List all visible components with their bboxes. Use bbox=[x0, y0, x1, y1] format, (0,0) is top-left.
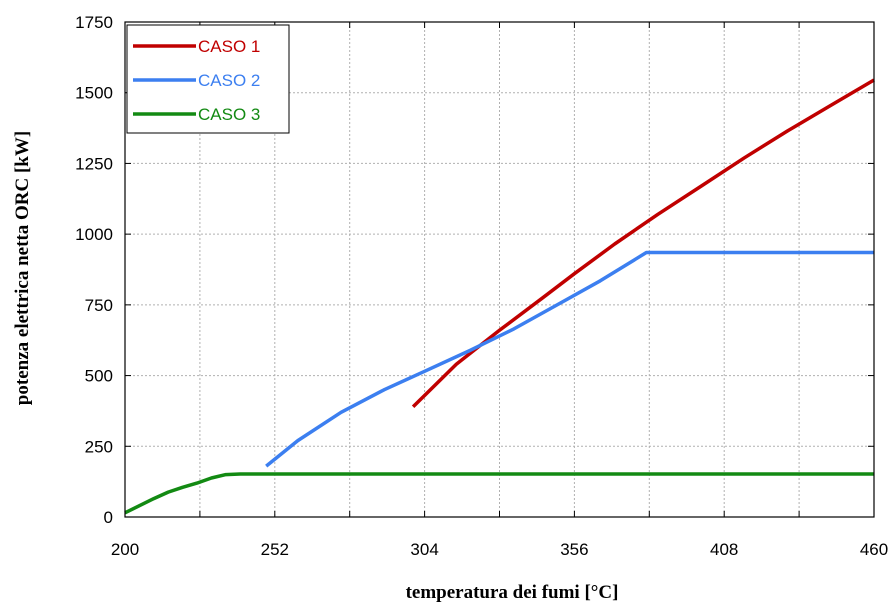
series-lines bbox=[124, 78, 875, 515]
series-line-1 bbox=[411, 78, 875, 408]
x-axis-title: temperatura dei fumi [°C] bbox=[406, 582, 619, 603]
x-tick-label: 356 bbox=[560, 540, 588, 559]
grid-lines bbox=[125, 22, 874, 517]
y-tick-label: 250 bbox=[85, 437, 113, 456]
y-tick-label: 0 bbox=[104, 508, 113, 527]
y-tick-label: 1250 bbox=[75, 154, 113, 173]
x-tick-label: 460 bbox=[860, 540, 888, 559]
x-tick-label: 252 bbox=[261, 540, 289, 559]
y-tick-label: 750 bbox=[85, 296, 113, 315]
y-axis-title: potenza elettrica netta ORC [kW] bbox=[12, 131, 33, 405]
legend: CASO 1 CASO 2 CASO 3 bbox=[126, 24, 290, 134]
y-tick-label: 1500 bbox=[75, 84, 113, 103]
x-tick-label: 304 bbox=[410, 540, 438, 559]
series-line-3 bbox=[124, 472, 874, 515]
legend-label: CASO 2 bbox=[198, 71, 260, 90]
legend-label: CASO 1 bbox=[198, 37, 260, 56]
series-line-2 bbox=[265, 250, 874, 468]
x-tick-label: 200 bbox=[111, 540, 139, 559]
y-tick-label: 1000 bbox=[75, 225, 113, 244]
y-tick-label: 500 bbox=[85, 367, 113, 386]
tick-marks bbox=[124, 21, 875, 518]
y-tick-labels: 0 250 500 750 1000 1250 1500 1750 bbox=[75, 13, 113, 527]
y-tick-label: 1750 bbox=[75, 13, 113, 32]
legend-label: CASO 3 bbox=[198, 105, 260, 124]
x-tick-labels: 200 252 304 356 408 460 bbox=[111, 540, 888, 559]
x-tick-label: 408 bbox=[710, 540, 738, 559]
